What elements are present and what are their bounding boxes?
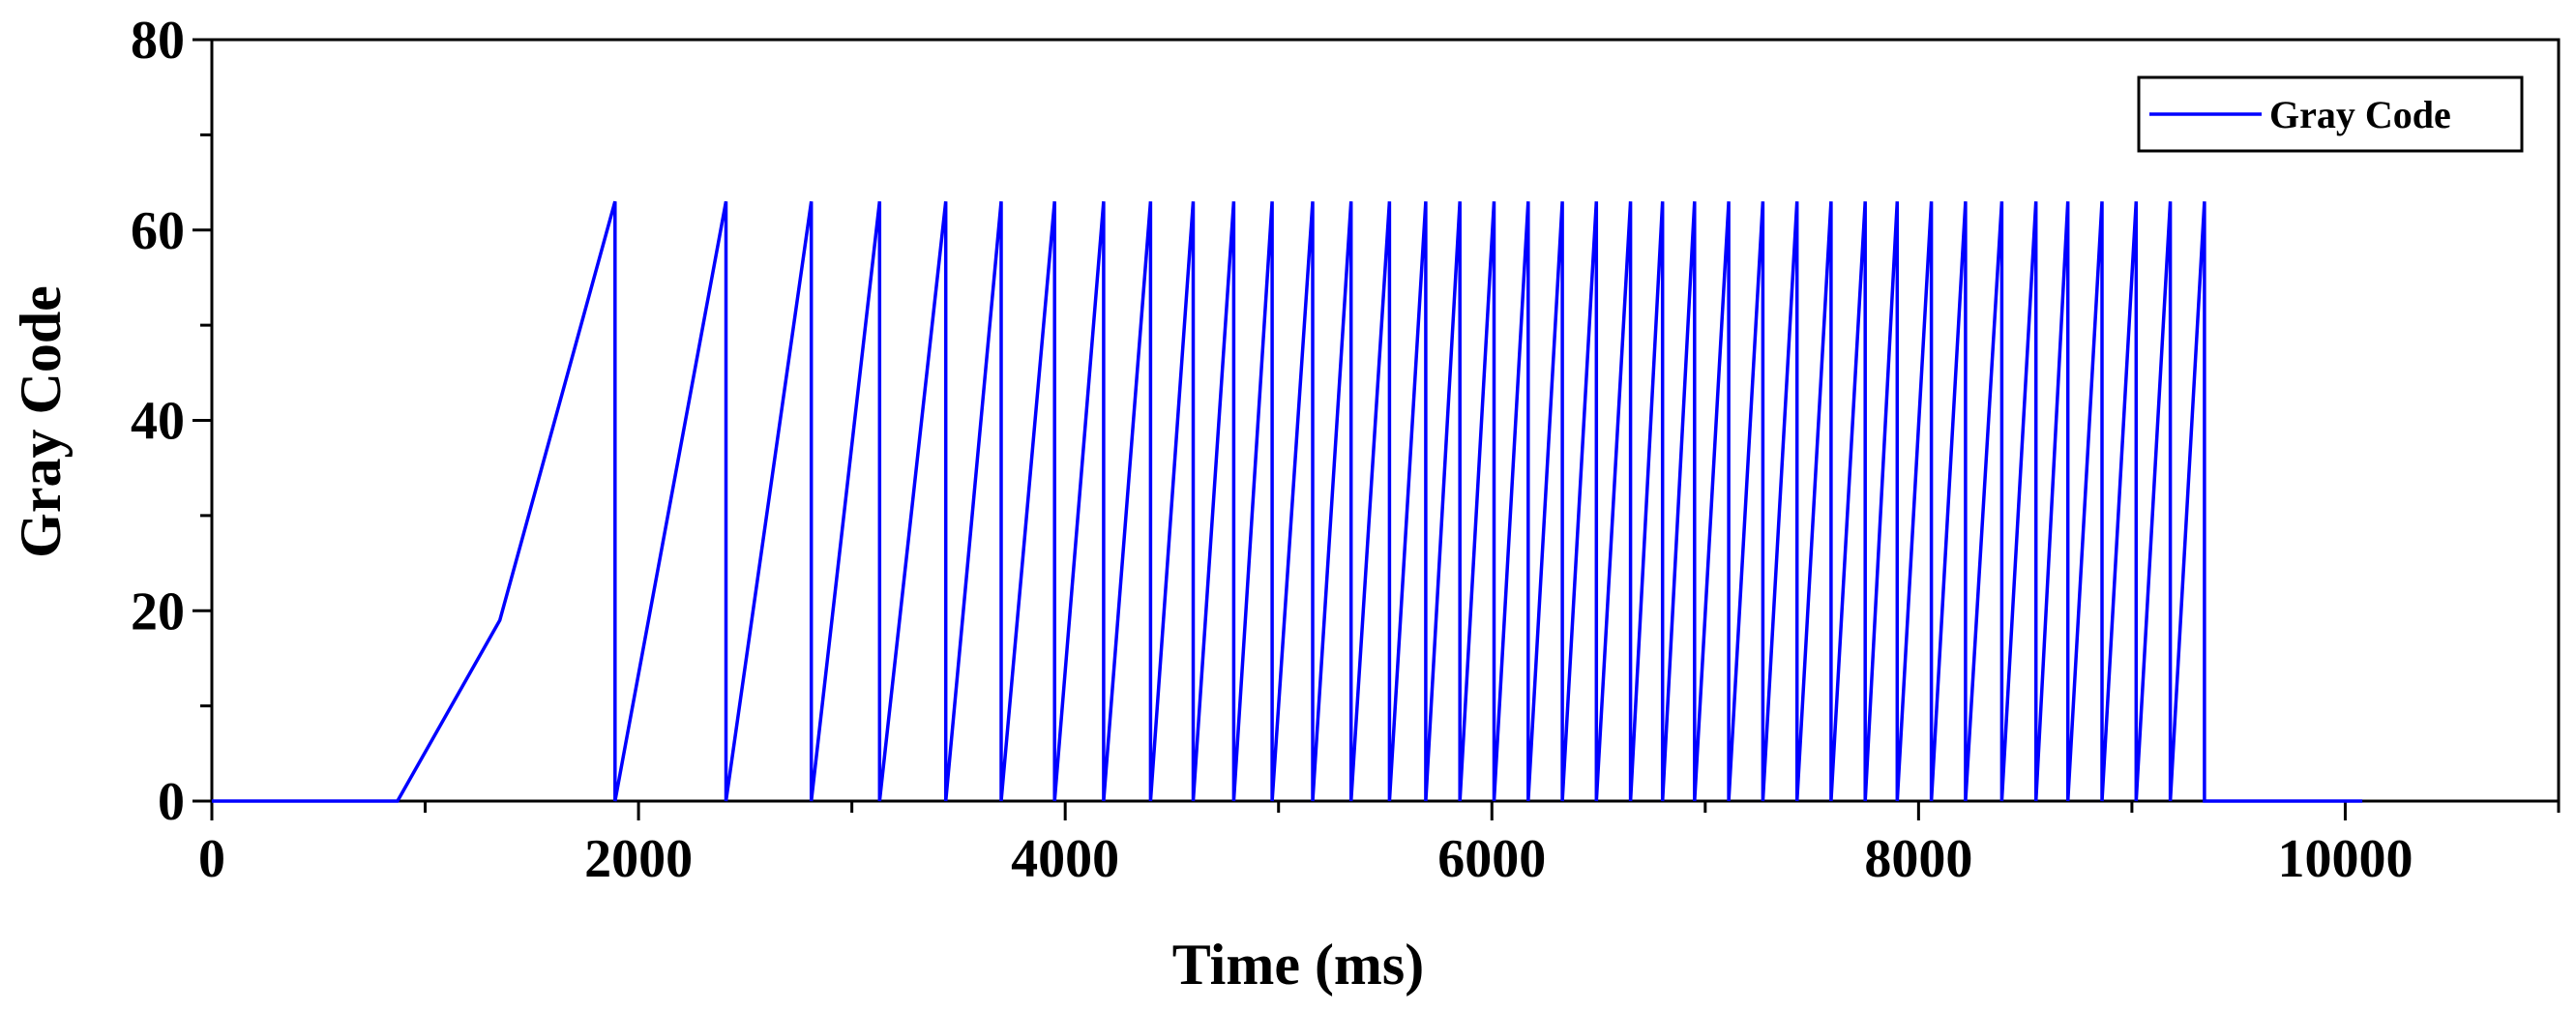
x-tick-label: 0 xyxy=(198,829,225,889)
axis-ticks xyxy=(192,38,2561,820)
x-tick-label: 10000 xyxy=(2277,829,2413,889)
axis-tick-labels: 0 2000 4000 6000 8000 10000 0 20 40 60 80 xyxy=(131,11,2413,889)
series-line-gray-code xyxy=(212,200,2363,803)
x-tick-label: 4000 xyxy=(1011,829,1119,889)
plot-frame xyxy=(210,38,2561,803)
legend-label: Gray Code xyxy=(2269,93,2451,136)
y-tick-label: 40 xyxy=(131,392,185,452)
y-tick-label: 20 xyxy=(131,581,185,641)
x-tick-label: 2000 xyxy=(584,829,693,889)
x-tick-label: 8000 xyxy=(1864,829,1972,889)
legend: Gray Code xyxy=(2137,75,2524,153)
y-tick-label: 80 xyxy=(131,11,185,71)
x-axis-title: Time (ms) xyxy=(1172,933,1425,997)
y-tick-label: 0 xyxy=(158,772,185,832)
y-axis-title: Gray Code xyxy=(9,285,73,558)
x-tick-label: 6000 xyxy=(1437,829,1546,889)
y-tick-label: 60 xyxy=(131,201,185,261)
